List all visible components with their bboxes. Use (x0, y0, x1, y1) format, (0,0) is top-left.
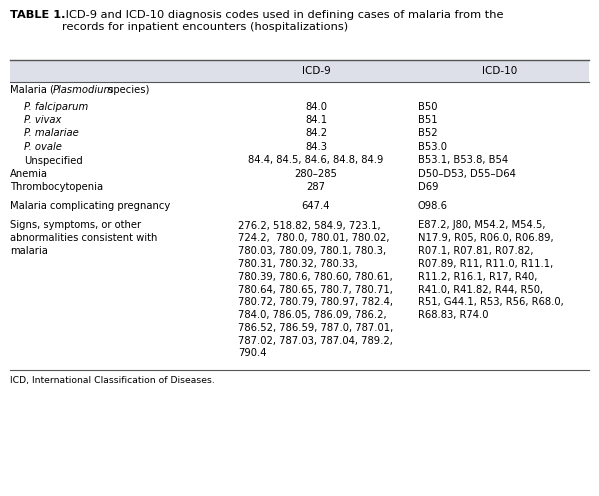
Text: D69: D69 (418, 183, 438, 192)
Text: P. vivax: P. vivax (24, 115, 61, 125)
Text: B53.0: B53.0 (418, 142, 447, 152)
Text: 84.1: 84.1 (305, 115, 327, 125)
Text: 287: 287 (307, 183, 325, 192)
Text: 84.2: 84.2 (305, 128, 327, 138)
Text: 84.4, 84.5, 84.6, 84.8, 84.9: 84.4, 84.5, 84.6, 84.8, 84.9 (249, 156, 384, 166)
Text: ICD-9 and ICD-10 diagnosis codes used in defining cases of malaria from the
reco: ICD-9 and ICD-10 diagnosis codes used in… (62, 10, 504, 32)
Text: O98.6: O98.6 (418, 201, 448, 211)
Text: B53.1, B53.8, B54: B53.1, B53.8, B54 (418, 156, 508, 166)
Text: 84.3: 84.3 (305, 142, 327, 152)
Text: 276.2, 518.82, 584.9, 723.1,
724.2,  780.0, 780.01, 780.02,
780.03, 780.09, 780.: 276.2, 518.82, 584.9, 723.1, 724.2, 780.… (238, 221, 394, 359)
Text: species): species) (105, 85, 149, 95)
Text: P. malariae: P. malariae (24, 128, 78, 138)
Text: B50: B50 (418, 102, 437, 112)
Text: Plasmodium: Plasmodium (53, 85, 114, 95)
Text: Anemia: Anemia (10, 169, 48, 179)
Text: Thrombocytopenia: Thrombocytopenia (10, 183, 103, 192)
Text: 647.4: 647.4 (302, 201, 330, 211)
Text: Malaria complicating pregnancy: Malaria complicating pregnancy (10, 201, 170, 211)
Text: 280–285: 280–285 (295, 169, 337, 179)
Text: Unspecified: Unspecified (24, 156, 83, 166)
Text: B51: B51 (418, 115, 438, 125)
Text: 84.0: 84.0 (305, 102, 327, 112)
Text: Signs, symptoms, or other
abnormalities consistent with
malaria: Signs, symptoms, or other abnormalities … (10, 221, 158, 256)
Text: ICD-9: ICD-9 (302, 66, 331, 76)
Text: Malaria (: Malaria ( (10, 85, 54, 95)
Text: D50–D53, D55–D64: D50–D53, D55–D64 (418, 169, 516, 179)
Text: P. ovale: P. ovale (24, 142, 62, 152)
Text: ICD-10: ICD-10 (482, 66, 517, 76)
Text: P. falciparum: P. falciparum (24, 102, 88, 112)
Text: E87.2, J80, M54.2, M54.5,
N17.9, R05, R06.0, R06.89,
R07.1, R07.81, R07.82,
R07.: E87.2, J80, M54.2, M54.5, N17.9, R05, R0… (418, 221, 564, 320)
Text: ICD, International Classification of Diseases.: ICD, International Classification of Dis… (10, 376, 215, 385)
Bar (10, 60, 589, 82)
Text: B52: B52 (418, 128, 438, 138)
Text: TABLE 1.: TABLE 1. (10, 10, 65, 20)
